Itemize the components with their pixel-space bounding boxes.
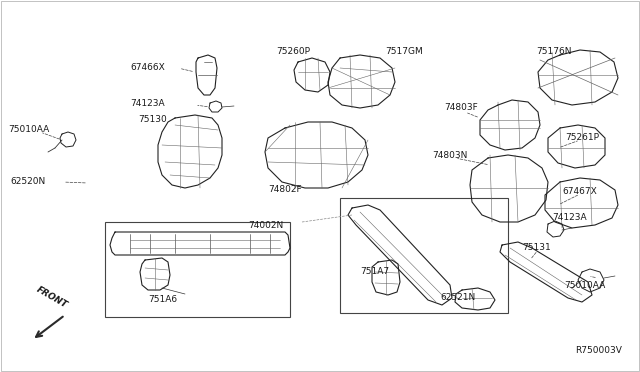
Text: 75010AA: 75010AA [564, 280, 605, 289]
Text: 7517GM: 7517GM [385, 48, 423, 57]
Text: 75130: 75130 [138, 115, 167, 125]
Text: 74002N: 74002N [248, 221, 284, 230]
Text: 75261P: 75261P [565, 134, 599, 142]
Text: 75010AA: 75010AA [8, 125, 49, 135]
Text: 67467X: 67467X [562, 187, 596, 196]
Bar [340, 198, 508, 313]
Text: R750003V: R750003V [575, 346, 622, 355]
Text: 74803F: 74803F [444, 103, 477, 112]
Text: 751A7: 751A7 [360, 267, 389, 276]
Text: FRONT: FRONT [35, 285, 69, 310]
Text: 74802F: 74802F [268, 186, 301, 195]
Text: 74803N: 74803N [432, 151, 467, 160]
Bar [105, 222, 290, 317]
Text: 62521N: 62521N [440, 294, 476, 302]
Text: 67466X: 67466X [130, 64, 164, 73]
Text: 75260P: 75260P [276, 48, 310, 57]
Text: 74123A: 74123A [552, 214, 587, 222]
Text: 62520N: 62520N [10, 177, 45, 186]
Text: 751A6: 751A6 [148, 295, 177, 305]
Text: 75176N: 75176N [536, 48, 572, 57]
Text: 75131: 75131 [522, 244, 551, 253]
Text: 74123A: 74123A [130, 99, 164, 108]
